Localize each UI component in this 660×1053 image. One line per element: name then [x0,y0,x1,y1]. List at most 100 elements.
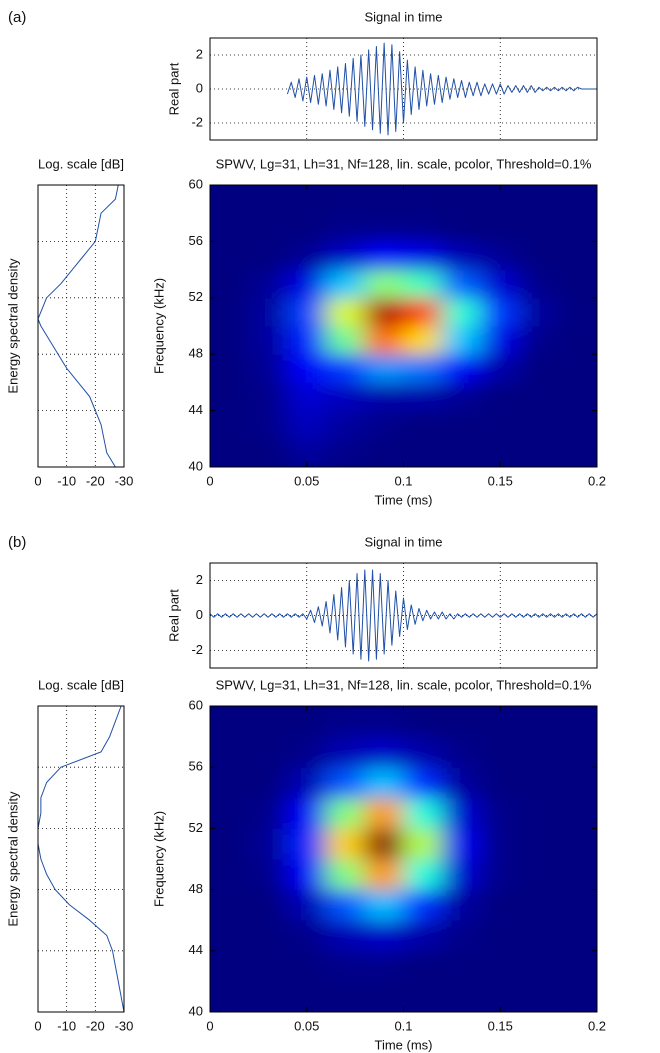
heatmap-cell [519,706,559,738]
heatmap-cell [325,297,366,327]
data-line [37,705,125,1013]
heatmap-cell [557,325,597,355]
heatmap-cell [519,353,559,383]
heatmap-cell [480,353,521,383]
heatmap-cell [286,858,327,891]
y-tick-label: 0 [196,607,203,622]
heatmap-cell [557,185,597,214]
heatmap-cell [364,325,404,355]
heatmap-cell [325,766,366,799]
heatmap-cell [210,269,250,299]
heatmap-cell [210,766,250,799]
heatmap-cell [519,297,559,327]
heatmap-cell [480,325,521,355]
heatmap-cell [441,858,482,891]
y-axis-label: Energy spectral density [5,791,20,927]
heatmap-cells [210,706,597,1012]
heatmap-cell [248,858,288,891]
heatmap-cell [403,736,443,768]
plot-frame [37,705,125,1013]
heatmap-cell [248,438,288,467]
heatmap-cell [325,438,366,467]
heatmap-cell [519,269,559,299]
heatmap-cell [557,889,597,921]
plot-background [38,706,124,1012]
x-tick-label: -20 [86,473,105,488]
heatmap-cell [286,766,327,799]
chart-title: Signal in time [364,534,442,549]
y-tick-label: 52 [189,289,203,304]
heatmap-cell [480,381,521,412]
y-tick-label: 60 [189,697,203,712]
heatmap-cell [403,827,443,860]
heatmap-cell [403,185,443,214]
heatmap-cell [248,381,288,412]
heatmap-cell [210,381,250,412]
plot-background [38,185,124,467]
heatmap-cell [441,950,482,982]
heatmap-cell [210,858,250,891]
x-tick-label: -10 [57,473,76,488]
heatmap-cell [441,736,482,768]
heatmap-cell [364,269,404,299]
heatmap-cell [519,858,559,891]
heatmap-cell [364,858,404,891]
heatmap-cell [286,353,327,383]
heatmap-cell [519,766,559,799]
heatmap-cell [364,797,404,829]
heatmap-cell [403,438,443,467]
heatmap-cell [403,889,443,921]
heatmap-cell [286,269,327,299]
heatmap-cell [557,410,597,440]
heatmap-cell [557,827,597,860]
heatmap-cell [364,381,404,412]
heatmap-cell [248,185,288,214]
heatmap-cell [248,269,288,299]
heatmap-cell [480,797,521,829]
heatmap-cell [364,980,404,1012]
heatmap-cell [403,212,443,242]
heatmap-cell [248,766,288,799]
y-tick-label: 56 [189,759,203,774]
heatmap [210,185,597,467]
y-tick-label: 48 [189,346,203,361]
x-tick-label: 0.1 [394,473,412,488]
heatmap-cell [364,766,404,799]
heatmap-cell [519,797,559,829]
heatmap-cell [210,706,250,738]
heatmap-cell [286,980,327,1012]
y-tick-label: 60 [189,176,203,191]
heatmap-cell [210,950,250,982]
heatmap-cell [441,438,482,467]
heatmap-cells [210,185,597,467]
x-tick-label: 0 [206,473,213,488]
heatmap-cell [519,919,559,952]
plot-frame [209,705,598,1013]
heatmap-cell [441,410,482,440]
heatmap-cell [557,240,597,271]
heatmap-cell [286,381,327,412]
heatmap-cell [480,212,521,242]
heatmap-cell [403,706,443,738]
heatmap-cell [480,889,521,921]
panel-label: (b) [8,534,26,551]
y-axis-label: Energy spectral density [5,258,20,394]
y-axis-label: Real part [166,589,181,642]
heatmap-cell [210,980,250,1012]
heatmap-cell [519,980,559,1012]
heatmap-cell [519,381,559,412]
heatmap-cell [210,919,250,952]
heatmap-cell [210,240,250,271]
heatmap-cell [364,410,404,440]
heatmap-cell [441,269,482,299]
chart-title: Signal in time [364,9,442,24]
heatmap-cell [480,297,521,327]
heatmap-cell [441,185,482,214]
heatmap-cell [210,438,250,467]
heatmap-cell [519,410,559,440]
heatmap-cell [210,185,250,214]
heatmap-cell [519,212,559,242]
x-tick-label: 0 [34,1018,41,1033]
heatmap-cell [557,269,597,299]
heatmap-cell [248,212,288,242]
